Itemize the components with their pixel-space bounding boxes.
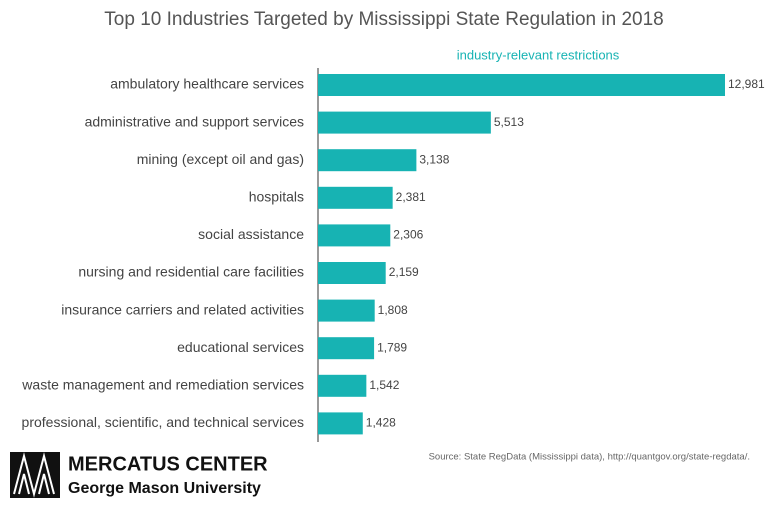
value-label: 12,981 [728, 77, 765, 91]
value-label: 1,789 [377, 340, 407, 354]
bar [318, 186, 393, 209]
bar [318, 149, 417, 172]
value-label: 5,513 [494, 115, 524, 129]
subtitle: industry-relevant restrictions [457, 47, 620, 62]
category-label: mining (except oil and gas) [137, 151, 304, 167]
value-label: 1,428 [366, 416, 396, 430]
category-label: professional, scientific, and technical … [22, 414, 304, 430]
bar [318, 111, 491, 134]
value-label: 2,381 [396, 190, 426, 204]
bar [318, 299, 375, 322]
bar [318, 224, 391, 247]
logo-pattern [13, 452, 55, 498]
value-label: 2,306 [393, 228, 423, 242]
value-label: 3,138 [419, 152, 449, 166]
source: Source: State RegData (Mississippi data)… [429, 452, 750, 463]
bar [318, 74, 725, 96]
bar [318, 337, 375, 360]
category-label: insurance carriers and related activitie… [61, 301, 304, 317]
category-label: educational services [177, 339, 304, 355]
logo: MERCATUS CENTER George Mason University [10, 452, 268, 498]
category-label: ambulatory healthcare services [110, 76, 304, 92]
bar [318, 412, 363, 435]
logo-subtitle: George Mason University [68, 480, 261, 497]
category-label: waste management and remediation service… [21, 377, 304, 393]
bar [318, 262, 386, 284]
value-label: 2,159 [389, 265, 419, 279]
bar [318, 374, 367, 397]
value-label: 1,808 [378, 303, 408, 317]
category-label: nursing and residential care facilities [78, 264, 304, 280]
logo-name: MERCATUS CENTER [68, 453, 268, 475]
category-label: administrative and support services [85, 113, 304, 129]
chart-title: Top 10 Industries Targeted by Mississipp… [104, 9, 663, 30]
value-label: 1,542 [369, 378, 399, 392]
category-label: social assistance [198, 226, 304, 242]
category-label: hospitals [249, 189, 304, 205]
